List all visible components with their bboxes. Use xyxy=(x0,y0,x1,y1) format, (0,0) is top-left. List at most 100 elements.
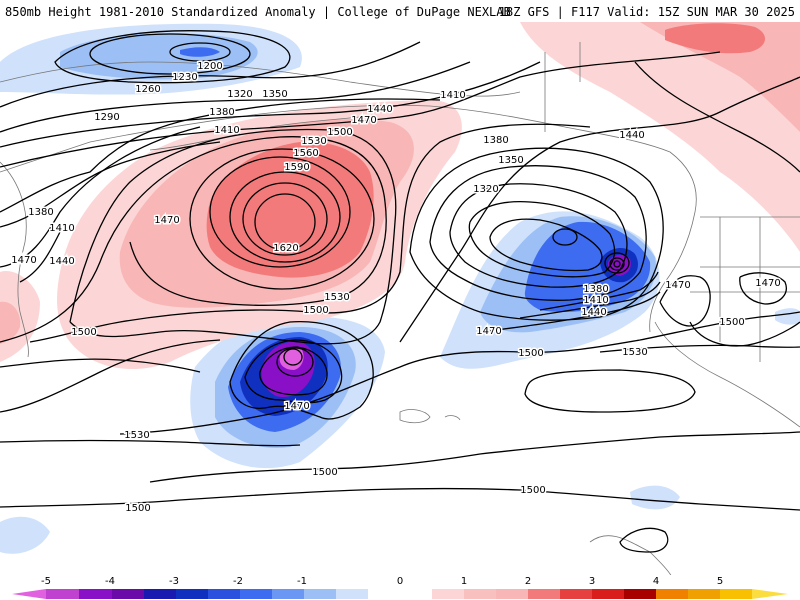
contour-label: 1530 xyxy=(301,136,326,147)
contour-label: 1500 xyxy=(520,485,545,496)
colorbar-segment xyxy=(432,589,464,599)
colorbar-segment xyxy=(208,589,240,599)
contour-label: 1500 xyxy=(327,127,352,138)
height-contour xyxy=(119,311,800,435)
colorbar-segment xyxy=(12,589,46,599)
colorbar-segment xyxy=(368,589,432,599)
height-contour xyxy=(0,41,421,108)
colorbar-tick: 2 xyxy=(524,576,532,587)
anomaly-area xyxy=(60,33,258,80)
height-contour xyxy=(0,487,800,511)
height-contour xyxy=(0,98,441,213)
colorbar-tick: -1 xyxy=(297,576,307,587)
contour-label: 1440 xyxy=(49,256,74,267)
contour-label: 1500 xyxy=(719,317,744,328)
contour-label: 1440 xyxy=(367,104,392,115)
contour-label: 1500 xyxy=(312,467,337,478)
height-contour xyxy=(604,252,630,274)
anomaly-area xyxy=(665,23,766,54)
anomaly-area xyxy=(630,485,680,510)
height-contour xyxy=(429,165,647,301)
contour-label: 1380 xyxy=(28,207,53,218)
height-contour xyxy=(689,321,800,347)
colorbar-tick: 5 xyxy=(716,576,724,587)
colorbar-segment xyxy=(496,589,528,599)
height-contour xyxy=(276,347,314,377)
contour-label: 1350 xyxy=(262,89,287,100)
colorbar-segment xyxy=(656,589,688,599)
height-contour xyxy=(552,228,578,246)
contour-label: 1200 xyxy=(197,61,222,72)
height-contour xyxy=(0,61,471,133)
colorbar-segment xyxy=(464,589,496,599)
contour-label: 1350 xyxy=(498,155,523,166)
contour-label: 1410 xyxy=(583,295,608,306)
colorbar-segment xyxy=(79,589,112,599)
height-contour xyxy=(613,260,621,268)
height-contour xyxy=(449,183,628,288)
colorbar: -5 -4 -3 -2 -1 0 1 2 3 4 5 xyxy=(0,575,800,600)
height-contour xyxy=(89,33,251,75)
contour-label: 1410 xyxy=(49,223,74,234)
anomaly-area xyxy=(0,301,21,344)
height-contour xyxy=(489,218,603,272)
contour-label: 1470 xyxy=(665,280,690,291)
colorbar-tick: -5 xyxy=(41,576,51,587)
colorbar-segment xyxy=(176,589,208,599)
height-contour xyxy=(739,272,787,305)
coastline xyxy=(0,61,521,97)
contour-label: 1440 xyxy=(619,130,644,141)
map-title: 850mb Height 1981-2010 Standardized Anom… xyxy=(5,5,511,19)
contour-label: 1410 xyxy=(214,125,239,136)
contour-label: 1380 xyxy=(583,284,608,295)
height-contour xyxy=(244,339,343,404)
colorbar-segment xyxy=(112,589,144,599)
colorbar-tick: -3 xyxy=(169,576,179,587)
height-contour xyxy=(0,339,221,413)
coastline xyxy=(589,535,673,578)
contour-label: 1320 xyxy=(473,184,498,195)
contour-label: 1380 xyxy=(483,135,508,146)
map-canvas: 1200 1230 1260 1290 1320 1350 1380 1410 … xyxy=(0,22,800,578)
height-contour xyxy=(0,136,387,343)
height-contour xyxy=(409,147,664,321)
colorbar-segment xyxy=(304,589,336,599)
height-contour xyxy=(283,348,303,366)
model-valid-time: 18Z GFS | F117 Valid: 15Z SUN MAR 30 202… xyxy=(498,5,795,19)
contour-label: 1230 xyxy=(172,72,197,83)
anomaly-area xyxy=(640,22,800,132)
height-contour xyxy=(609,257,625,271)
height-contour xyxy=(0,439,301,447)
contour-label: 1590 xyxy=(284,162,309,173)
contour-label: 1500 xyxy=(518,348,543,359)
header: 850mb Height 1981-2010 Standardized Anom… xyxy=(0,0,800,22)
contour-label: 1500 xyxy=(303,305,328,316)
contour-label: 1500 xyxy=(125,503,150,514)
contour-label: 1470 xyxy=(476,326,501,337)
height-contour xyxy=(659,275,711,327)
anomaly-area xyxy=(180,47,220,57)
contour-label: 1380 xyxy=(209,107,234,118)
contour-label: 1470 xyxy=(755,278,780,289)
colorbar-tick: 4 xyxy=(652,576,660,587)
coastline xyxy=(690,216,800,362)
contour-label: 1620 xyxy=(273,243,298,254)
colorbar-segment xyxy=(336,589,368,599)
colorbar-tick: 3 xyxy=(588,576,596,587)
height-contour xyxy=(29,123,591,343)
coastline xyxy=(0,161,29,358)
height-contour xyxy=(519,281,661,319)
colorbar-segment xyxy=(560,589,592,599)
height-contour xyxy=(479,291,661,333)
contour-label: 1260 xyxy=(135,84,160,95)
contour-label: 1470 xyxy=(154,215,179,226)
colorbar-tick: 1 xyxy=(460,576,468,587)
height-contour xyxy=(634,61,800,173)
colorbar-tick: 0 xyxy=(396,576,404,587)
contour-label: 1470 xyxy=(11,255,36,266)
height-contour xyxy=(209,156,351,268)
anomaly-map: 1200 1230 1260 1290 1320 1350 1380 1410 … xyxy=(0,22,800,578)
height-contour xyxy=(189,148,375,290)
height-contour xyxy=(0,126,201,268)
contour-label: 1410 xyxy=(440,90,465,101)
